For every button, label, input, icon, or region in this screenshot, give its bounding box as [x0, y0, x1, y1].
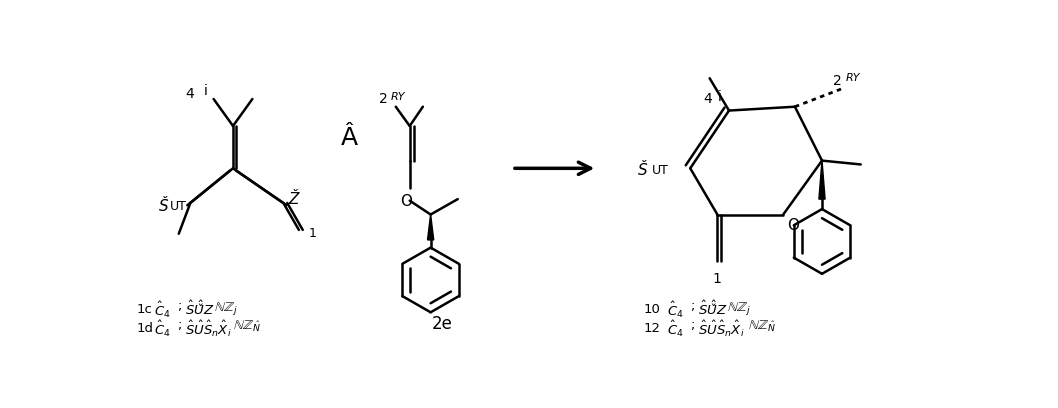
Text: 1: 1 — [309, 227, 316, 240]
Text: $\mathbb{NZ}_j$: $\mathbb{NZ}_j$ — [728, 300, 751, 317]
Text: UT: UT — [653, 164, 669, 177]
Text: ;: ; — [690, 319, 695, 332]
Text: 1: 1 — [713, 272, 722, 286]
Text: i: i — [717, 90, 722, 104]
Text: 2: 2 — [834, 74, 842, 88]
Text: Š: Š — [638, 163, 647, 178]
Text: ;: ; — [177, 319, 182, 332]
Text: Ž: Ž — [289, 193, 299, 207]
Polygon shape — [427, 215, 434, 240]
Text: 4: 4 — [704, 92, 712, 106]
Text: Š: Š — [160, 200, 169, 214]
Text: $\hat{S}\hat{U}\hat{S}_n\hat{X}_i$: $\hat{S}\hat{U}\hat{S}_n\hat{X}_i$ — [698, 319, 745, 339]
Text: 12: 12 — [643, 322, 661, 335]
Text: 10: 10 — [643, 303, 660, 316]
Text: O: O — [787, 218, 799, 233]
Text: $\hat{S}\hat{U}\check{Z}$: $\hat{S}\hat{U}\check{Z}$ — [698, 300, 728, 318]
Polygon shape — [819, 161, 825, 199]
Text: RY: RY — [390, 92, 405, 102]
Text: $\mathbb{NZ}_{\hat{N}}$: $\mathbb{NZ}_{\hat{N}}$ — [748, 319, 777, 334]
Text: 2: 2 — [379, 92, 388, 106]
Text: 1c: 1c — [136, 303, 152, 316]
Text: $\hat{C}_4$: $\hat{C}_4$ — [667, 319, 683, 339]
Text: $\hat{S}\hat{U}\check{Z}$: $\hat{S}\hat{U}\check{Z}$ — [185, 300, 215, 318]
Text: RY: RY — [845, 73, 860, 83]
Text: $\hat{C}_4$: $\hat{C}_4$ — [154, 319, 170, 339]
Text: $\mathbb{NZ}_j$: $\mathbb{NZ}_j$ — [214, 300, 238, 317]
Text: $\hat{S}\hat{U}\hat{S}_n\hat{X}_i$: $\hat{S}\hat{U}\hat{S}_n\hat{X}_i$ — [185, 319, 232, 339]
Text: ;: ; — [177, 300, 182, 313]
Text: O: O — [400, 194, 412, 209]
Text: $\hat{C}_4$: $\hat{C}_4$ — [154, 300, 170, 320]
Text: ;: ; — [690, 300, 695, 313]
Text: Â: Â — [341, 126, 358, 149]
Text: 2e: 2e — [432, 315, 453, 333]
Text: $\hat{C}_4$: $\hat{C}_4$ — [667, 300, 683, 320]
Text: 1d: 1d — [136, 322, 153, 335]
Text: i: i — [203, 84, 207, 98]
Text: UT: UT — [169, 200, 186, 213]
Text: $\mathbb{NZ}_{\hat{N}}$: $\mathbb{NZ}_{\hat{N}}$ — [233, 319, 261, 334]
Text: 4: 4 — [185, 86, 195, 101]
